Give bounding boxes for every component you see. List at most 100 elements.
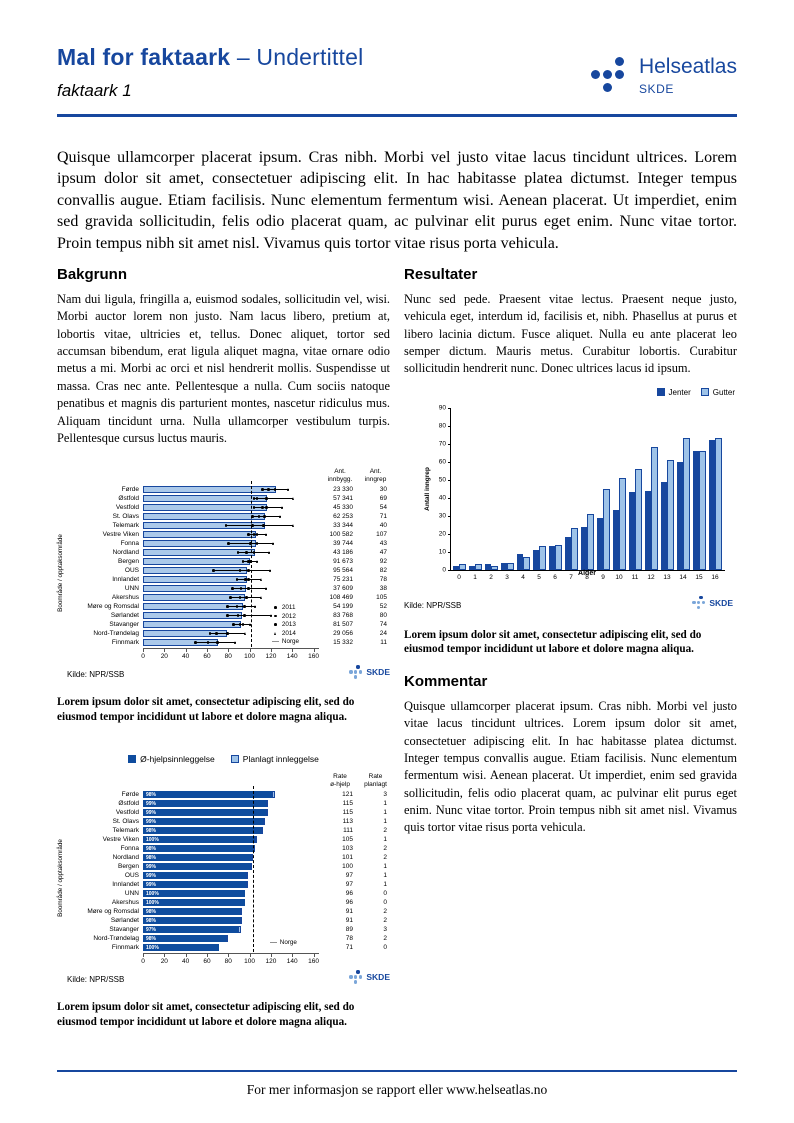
- bar-planlagt: [265, 800, 268, 808]
- x-tick: [185, 954, 187, 957]
- bar-jenter: [516, 553, 523, 570]
- row-label: Stavanger: [109, 621, 139, 629]
- marker-2014: [291, 496, 294, 500]
- skde-dots-icon: [590, 56, 630, 96]
- chart-row: Sørlandet 83 768 80: [67, 611, 390, 620]
- marker-year: [229, 596, 232, 599]
- marker-year: [273, 488, 277, 491]
- value-col-1: 91: [345, 917, 353, 925]
- y-axis-label: Boområde / opptaksområde: [57, 534, 64, 613]
- row-plot: [143, 611, 319, 620]
- marker-2014: [243, 631, 246, 635]
- bar-planlagt: [263, 818, 266, 826]
- bar-rate: [143, 513, 265, 521]
- marker-year: [208, 632, 212, 635]
- row-label: Vestre Viken: [102, 531, 139, 539]
- x-tick: [228, 954, 230, 957]
- bar-ohjelp: 98%: [143, 935, 227, 943]
- marker-year: [251, 515, 255, 518]
- bar-jenter: [612, 510, 619, 570]
- bar-planlagt: [240, 917, 243, 925]
- bar-jenter: [532, 550, 539, 570]
- legend-marker: [271, 614, 280, 618]
- dash-marker-icon: [271, 641, 279, 643]
- value-col-1: 97: [345, 872, 353, 880]
- marker-2014: [278, 514, 281, 518]
- legend-item: Norge: [271, 638, 299, 647]
- bar-percent-label: 99%: [146, 873, 157, 880]
- y-tick: [448, 479, 451, 481]
- page-title-bold: Mal for faktaark: [57, 44, 231, 70]
- bar-percent-label: 99%: [146, 882, 157, 889]
- x-tick: [313, 649, 315, 652]
- row-label: Nord-Trøndelag: [93, 630, 139, 638]
- row-plot: 99%: [143, 871, 319, 880]
- chart-row: St. Olavs 62 253 71: [67, 512, 390, 521]
- legend-marker: [271, 623, 280, 627]
- row-plot: [143, 548, 319, 557]
- resultater-paragraph: Nunc sed pede. Praesent vitae lectus. Pr…: [404, 292, 737, 376]
- x-tick-label: 8: [585, 573, 589, 581]
- row-label: Fonna: [120, 845, 139, 853]
- value-col-1: 121: [342, 791, 353, 799]
- marker-year: [255, 497, 259, 500]
- value-col-2: 0: [383, 944, 387, 952]
- legend-marker: [271, 631, 280, 635]
- value-col-2: 74: [379, 621, 387, 629]
- chart-footer: Kilde: NPR/SSB SKDE: [67, 665, 390, 679]
- marker-year: [215, 632, 218, 635]
- row-label: Sørlandet: [110, 612, 139, 620]
- bar-gutter: [507, 562, 514, 570]
- bar-rate: [143, 558, 250, 566]
- value-col-2: 54: [379, 504, 387, 512]
- chart2-caption: Lorem ipsum dolor sit amet, consectetur …: [404, 628, 702, 656]
- logo-dot: [358, 670, 363, 674]
- value-col-1: 100 582: [329, 531, 354, 539]
- x-tick-label: 5: [537, 573, 541, 581]
- bar-ohjelp: 100%: [143, 944, 219, 952]
- bar-planlagt: [250, 854, 253, 862]
- y-axis-label-wrap: Boområde / opptaksområde: [57, 467, 67, 679]
- source-label: Kilde: NPR/SSB: [67, 670, 125, 680]
- bar-rate: [143, 495, 267, 503]
- chart3-caption: Lorem ipsum dolor sit amet, consectetur …: [57, 1001, 355, 1028]
- marker-year: [235, 605, 239, 608]
- bar-ohjelp: 100%: [143, 890, 246, 898]
- column-headers: Rate ø-hjelp Rate planlagt: [67, 772, 390, 790]
- row-label: Telemark: [112, 522, 139, 530]
- bar-percent-label: 100%: [146, 837, 159, 844]
- chart-row: Vestfold 99% 115 1: [67, 808, 390, 817]
- value-col-2: 0: [383, 899, 387, 907]
- legend-marker: [271, 641, 280, 643]
- bar-ohjelp: 99%: [143, 872, 247, 880]
- chart-row: Vestre Viken 100 582 107: [67, 530, 390, 539]
- row-plot: 98%: [143, 790, 319, 799]
- marker-year: [225, 632, 229, 635]
- chart-row: UNN 100% 96 0: [67, 889, 390, 898]
- row-plot: [143, 521, 319, 530]
- bar-jenter: [548, 546, 555, 570]
- row-label: Fonna: [120, 540, 139, 548]
- value-col-1: 115: [342, 809, 353, 817]
- chart-row: Nordland 43 186 47: [67, 548, 390, 557]
- bar-jenter: [596, 517, 603, 570]
- row-plot: [143, 566, 319, 575]
- value-col-1: 89: [345, 926, 353, 934]
- row-plot: [143, 602, 319, 611]
- marker-year: [225, 605, 229, 608]
- row-label: Østfold: [118, 495, 139, 503]
- marker-year: [225, 614, 229, 617]
- logo-dot: [349, 975, 353, 979]
- bar-gutter: [603, 488, 610, 570]
- chart-row: Finnmark 100% 71 0: [67, 943, 390, 952]
- row-label: Nordland: [112, 854, 139, 862]
- value-col-2: 2: [383, 854, 387, 862]
- row-plot: [143, 530, 319, 539]
- bar-rate: [143, 504, 267, 512]
- x-tick-label: 15: [695, 573, 703, 581]
- chart-row: Bergen 91 673 92: [67, 557, 390, 566]
- value-col-2: 105: [376, 594, 387, 602]
- marker-year: [262, 524, 265, 527]
- row-plot: 100%: [143, 898, 319, 907]
- row-plot: [143, 494, 319, 503]
